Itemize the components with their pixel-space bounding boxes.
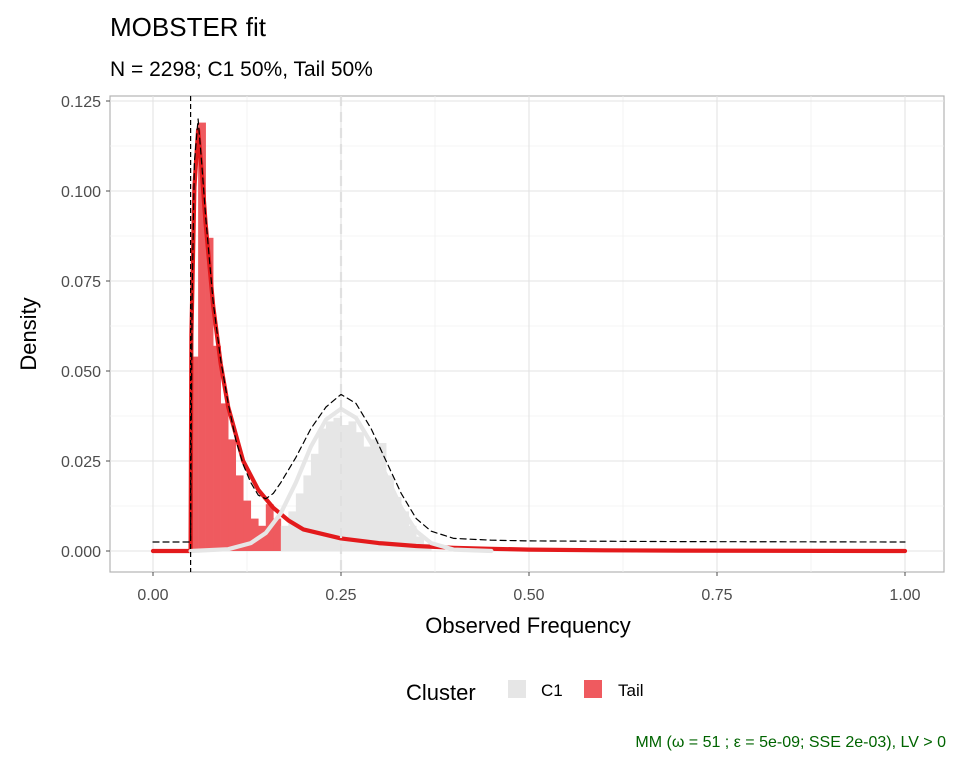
bar-c1 — [371, 439, 379, 551]
x-axis-title: Observed Frequency — [425, 613, 630, 638]
legend-swatch-c1 — [508, 680, 526, 698]
bar-c1 — [341, 425, 349, 551]
bar-c1 — [303, 475, 312, 551]
y-axis-ticks: 0.000 0.025 0.050 0.075 0.100 0.125 — [61, 94, 110, 561]
y-tick-label: 0.075 — [61, 274, 101, 291]
bar-c1 — [393, 497, 402, 551]
bar-c1 — [325, 421, 334, 551]
y-tick-label: 0.050 — [61, 364, 101, 381]
bar-c1 — [378, 443, 387, 551]
bar-c1 — [280, 525, 289, 551]
bar-tail — [205, 237, 214, 552]
grid-lines — [110, 96, 944, 572]
y-tick-label: 0.100 — [61, 184, 101, 201]
bar-tail — [190, 356, 199, 551]
bar-c1 — [288, 511, 297, 551]
bar-c1 — [408, 525, 417, 551]
histogram-bars — [190, 122, 432, 552]
bar-tail — [235, 475, 244, 551]
bar-tail — [213, 345, 221, 551]
bar-c1 — [416, 536, 425, 551]
x-tick-label: 0.25 — [325, 587, 356, 604]
bar-c1 — [295, 493, 304, 551]
bar-tail — [228, 439, 237, 551]
y-axis-title: Density — [16, 297, 41, 370]
chart-caption: MM (ω = 51 ; ε = 5e-09; SSE 2e-03), LV >… — [635, 734, 946, 751]
mixture-density-line — [152, 118, 906, 543]
bar-tail — [273, 518, 282, 551]
y-tick-label: 0.000 — [61, 544, 101, 561]
bar-tail — [243, 500, 252, 551]
y-tick-label: 0.025 — [61, 454, 101, 471]
bar-c1 — [386, 475, 394, 551]
x-axis-ticks: 0.00 0.25 0.50 0.75 1.00 — [137, 572, 921, 604]
bar-c1 — [310, 453, 319, 551]
bar-tail — [250, 518, 259, 551]
chart-title: MOBSTER fit — [110, 12, 267, 42]
bar-c1 — [333, 417, 342, 551]
bar-c1 — [348, 421, 357, 551]
bar-c1 — [318, 428, 327, 551]
x-tick-label: 0.00 — [137, 587, 168, 604]
bar-tail — [220, 403, 229, 551]
y-tick-label: 0.125 — [61, 94, 101, 111]
chart-subtitle: N = 2298; C1 50%, Tail 50% — [110, 58, 373, 81]
bar-c1 — [363, 446, 372, 551]
vertical-lines — [190, 96, 343, 572]
plot-panel — [109, 95, 945, 573]
x-tick-label: 1.00 — [889, 587, 920, 604]
legend-label-c1: C1 — [541, 681, 563, 700]
x-tick-label: 0.75 — [701, 587, 732, 604]
legend-swatch-tail — [584, 680, 602, 698]
legend-title: Cluster — [406, 680, 476, 705]
legend-label-tail: Tail — [618, 681, 644, 700]
legend: Cluster C1 Tail — [406, 680, 644, 705]
x-tick-label: 0.50 — [513, 587, 544, 604]
bar-tail — [258, 525, 267, 551]
bar-c1 — [356, 432, 364, 551]
bar-tail — [198, 122, 206, 551]
bar-c1 — [401, 511, 409, 551]
